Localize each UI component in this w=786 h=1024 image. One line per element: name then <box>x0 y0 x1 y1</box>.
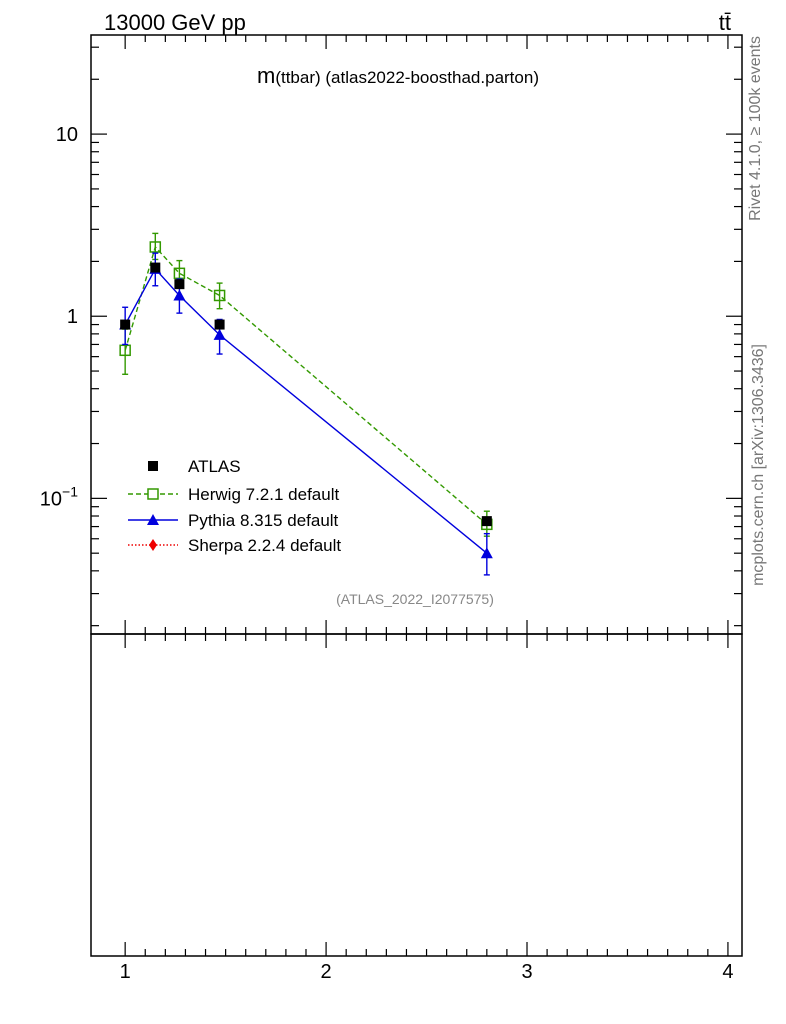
x-axis: 1 2 3 4 <box>120 35 733 983</box>
data-point-atlas <box>120 319 131 330</box>
ratio-plot-frame <box>90 633 743 957</box>
legend-entry-pythia: Pythia 8.315 default <box>128 511 339 530</box>
energy-label: 13000 GeV pp <box>104 10 246 35</box>
data-point-pythia <box>480 547 493 559</box>
series-layer <box>119 232 493 576</box>
x-tick-label: 4 <box>722 961 733 983</box>
data-point-herwig <box>213 289 226 302</box>
data-point-herwig <box>149 241 162 253</box>
data-point-atlas <box>150 262 161 273</box>
mcplots-label: mcplots.cern.ch [arXiv:1306.3436] <box>750 344 767 586</box>
data-point-atlas <box>174 279 185 290</box>
y-tick-label: 10−1 <box>40 483 78 510</box>
legend-marker-sherpa <box>149 539 157 551</box>
x-tick-label: 2 <box>321 961 332 983</box>
data-point-atlas <box>214 319 225 330</box>
y-tick-label: 1 <box>67 306 78 328</box>
legend-label-sherpa: Sherpa 2.2.4 default <box>188 536 341 555</box>
x-tick-label: 1 <box>120 961 131 983</box>
chart-title: m(ttbar) (atlas2022-boosthad.parton) <box>257 63 539 88</box>
legend: ATLAS Herwig 7.2.1 default Pythia 8.315 … <box>128 457 341 555</box>
x-tick-label: 3 <box>521 961 532 983</box>
data-point-herwig <box>119 344 131 357</box>
y-tick-label: 10 <box>56 124 78 146</box>
chart-title-main: m <box>257 63 275 88</box>
series-line-herwig <box>124 245 488 525</box>
data-point-herwig <box>173 267 186 280</box>
legend-label-herwig: Herwig 7.2.1 default <box>188 485 339 504</box>
process-label: tt̄ <box>719 10 731 35</box>
legend-marker-pythia <box>147 514 159 525</box>
y-tick-label-base: 1 <box>67 306 78 328</box>
legend-marker-herwig <box>147 488 159 500</box>
y-tick-label-base: 10 <box>40 488 62 510</box>
legend-entry-atlas: ATLAS <box>148 457 241 476</box>
legend-label-pythia: Pythia 8.315 default <box>188 511 339 530</box>
y-tick-label-exponent: −1 <box>62 483 78 499</box>
data-point-pythia <box>173 289 186 301</box>
data-point-atlas <box>481 516 492 527</box>
analysis-watermark: (ATLAS_2022_I2077575) <box>336 591 494 607</box>
rivet-version-label: Rivet 4.1.0, ≥ 100k events <box>747 36 764 221</box>
legend-entry-sherpa: Sherpa 2.2.4 default <box>128 536 341 555</box>
y-tick-label-base: 10 <box>56 124 78 146</box>
series-atlas <box>120 262 492 527</box>
legend-marker-atlas <box>148 461 158 471</box>
data-point-pythia <box>213 328 226 340</box>
chart-title-rest: (ttbar) (atlas2022-boosthad.parton) <box>275 68 539 87</box>
legend-entry-herwig: Herwig 7.2.1 default <box>128 485 339 504</box>
legend-label-atlas: ATLAS <box>188 457 241 476</box>
